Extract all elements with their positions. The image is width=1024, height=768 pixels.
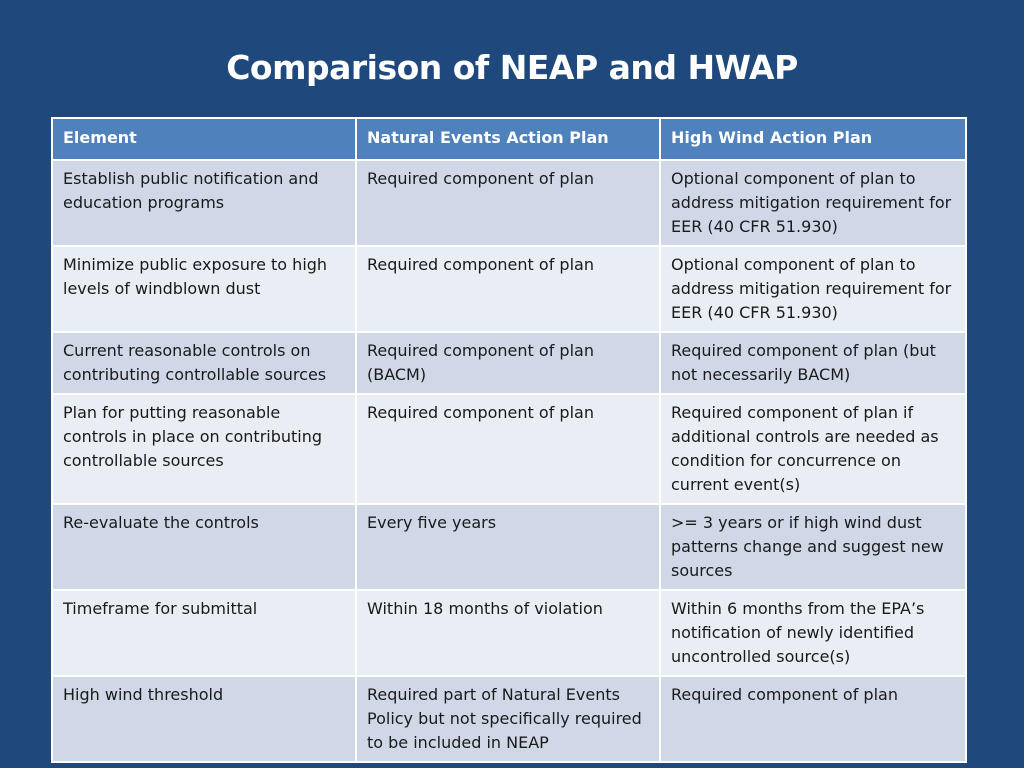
table-row: Timeframe for submittal Within 18 months… <box>51 589 967 677</box>
table-cell-element: Minimize public exposure to high levels … <box>51 245 357 333</box>
table-cell-neap: Required component of plan <box>355 245 661 333</box>
table-cell-element: High wind threshold <box>51 675 357 763</box>
table-row: Establish public notification and educat… <box>51 159 967 247</box>
comparison-table: Element Natural Events Action Plan High … <box>51 117 967 763</box>
table-cell-hwap: Required component of plan (but not nece… <box>659 331 967 395</box>
table-cell-hwap: Within 6 months from the EPA’s notificat… <box>659 589 967 677</box>
table-row: Re-evaluate the controls Every five year… <box>51 503 967 591</box>
table-header-row: Element Natural Events Action Plan High … <box>51 117 967 161</box>
table-row: Plan for putting reasonable controls in … <box>51 393 967 505</box>
table-cell-element: Current reasonable controls on contribut… <box>51 331 357 395</box>
table-cell-neap: Required component of plan <box>355 159 661 247</box>
header-high-wind-action-plan: High Wind Action Plan <box>659 117 967 161</box>
slide-title: Comparison of NEAP and HWAP <box>226 48 798 87</box>
table-cell-element: Plan for putting reasonable controls in … <box>51 393 357 505</box>
table-cell-neap: Required component of plan <box>355 393 661 505</box>
table-cell-neap: Every five years <box>355 503 661 591</box>
table-row: Current reasonable controls on contribut… <box>51 331 967 395</box>
table-row: Minimize public exposure to high levels … <box>51 245 967 333</box>
header-natural-events-action-plan: Natural Events Action Plan <box>355 117 661 161</box>
table-cell-neap: Within 18 months of violation <box>355 589 661 677</box>
table-row: High wind threshold Required part of Nat… <box>51 675 967 763</box>
table-cell-element: Re-evaluate the controls <box>51 503 357 591</box>
table-cell-neap: Required part of Natural Events Policy b… <box>355 675 661 763</box>
table-cell-element: Timeframe for submittal <box>51 589 357 677</box>
table-cell-neap: Required component of plan (BACM) <box>355 331 661 395</box>
table-cell-hwap: Optional component of plan to address mi… <box>659 245 967 333</box>
table-cell-hwap: Required component of plan <box>659 675 967 763</box>
table-cell-element: Establish public notification and educat… <box>51 159 357 247</box>
table-cell-hwap: >= 3 years or if high wind dust patterns… <box>659 503 967 591</box>
table-cell-hwap: Required component of plan if additional… <box>659 393 967 505</box>
table-cell-hwap: Optional component of plan to address mi… <box>659 159 967 247</box>
header-element: Element <box>51 117 357 161</box>
